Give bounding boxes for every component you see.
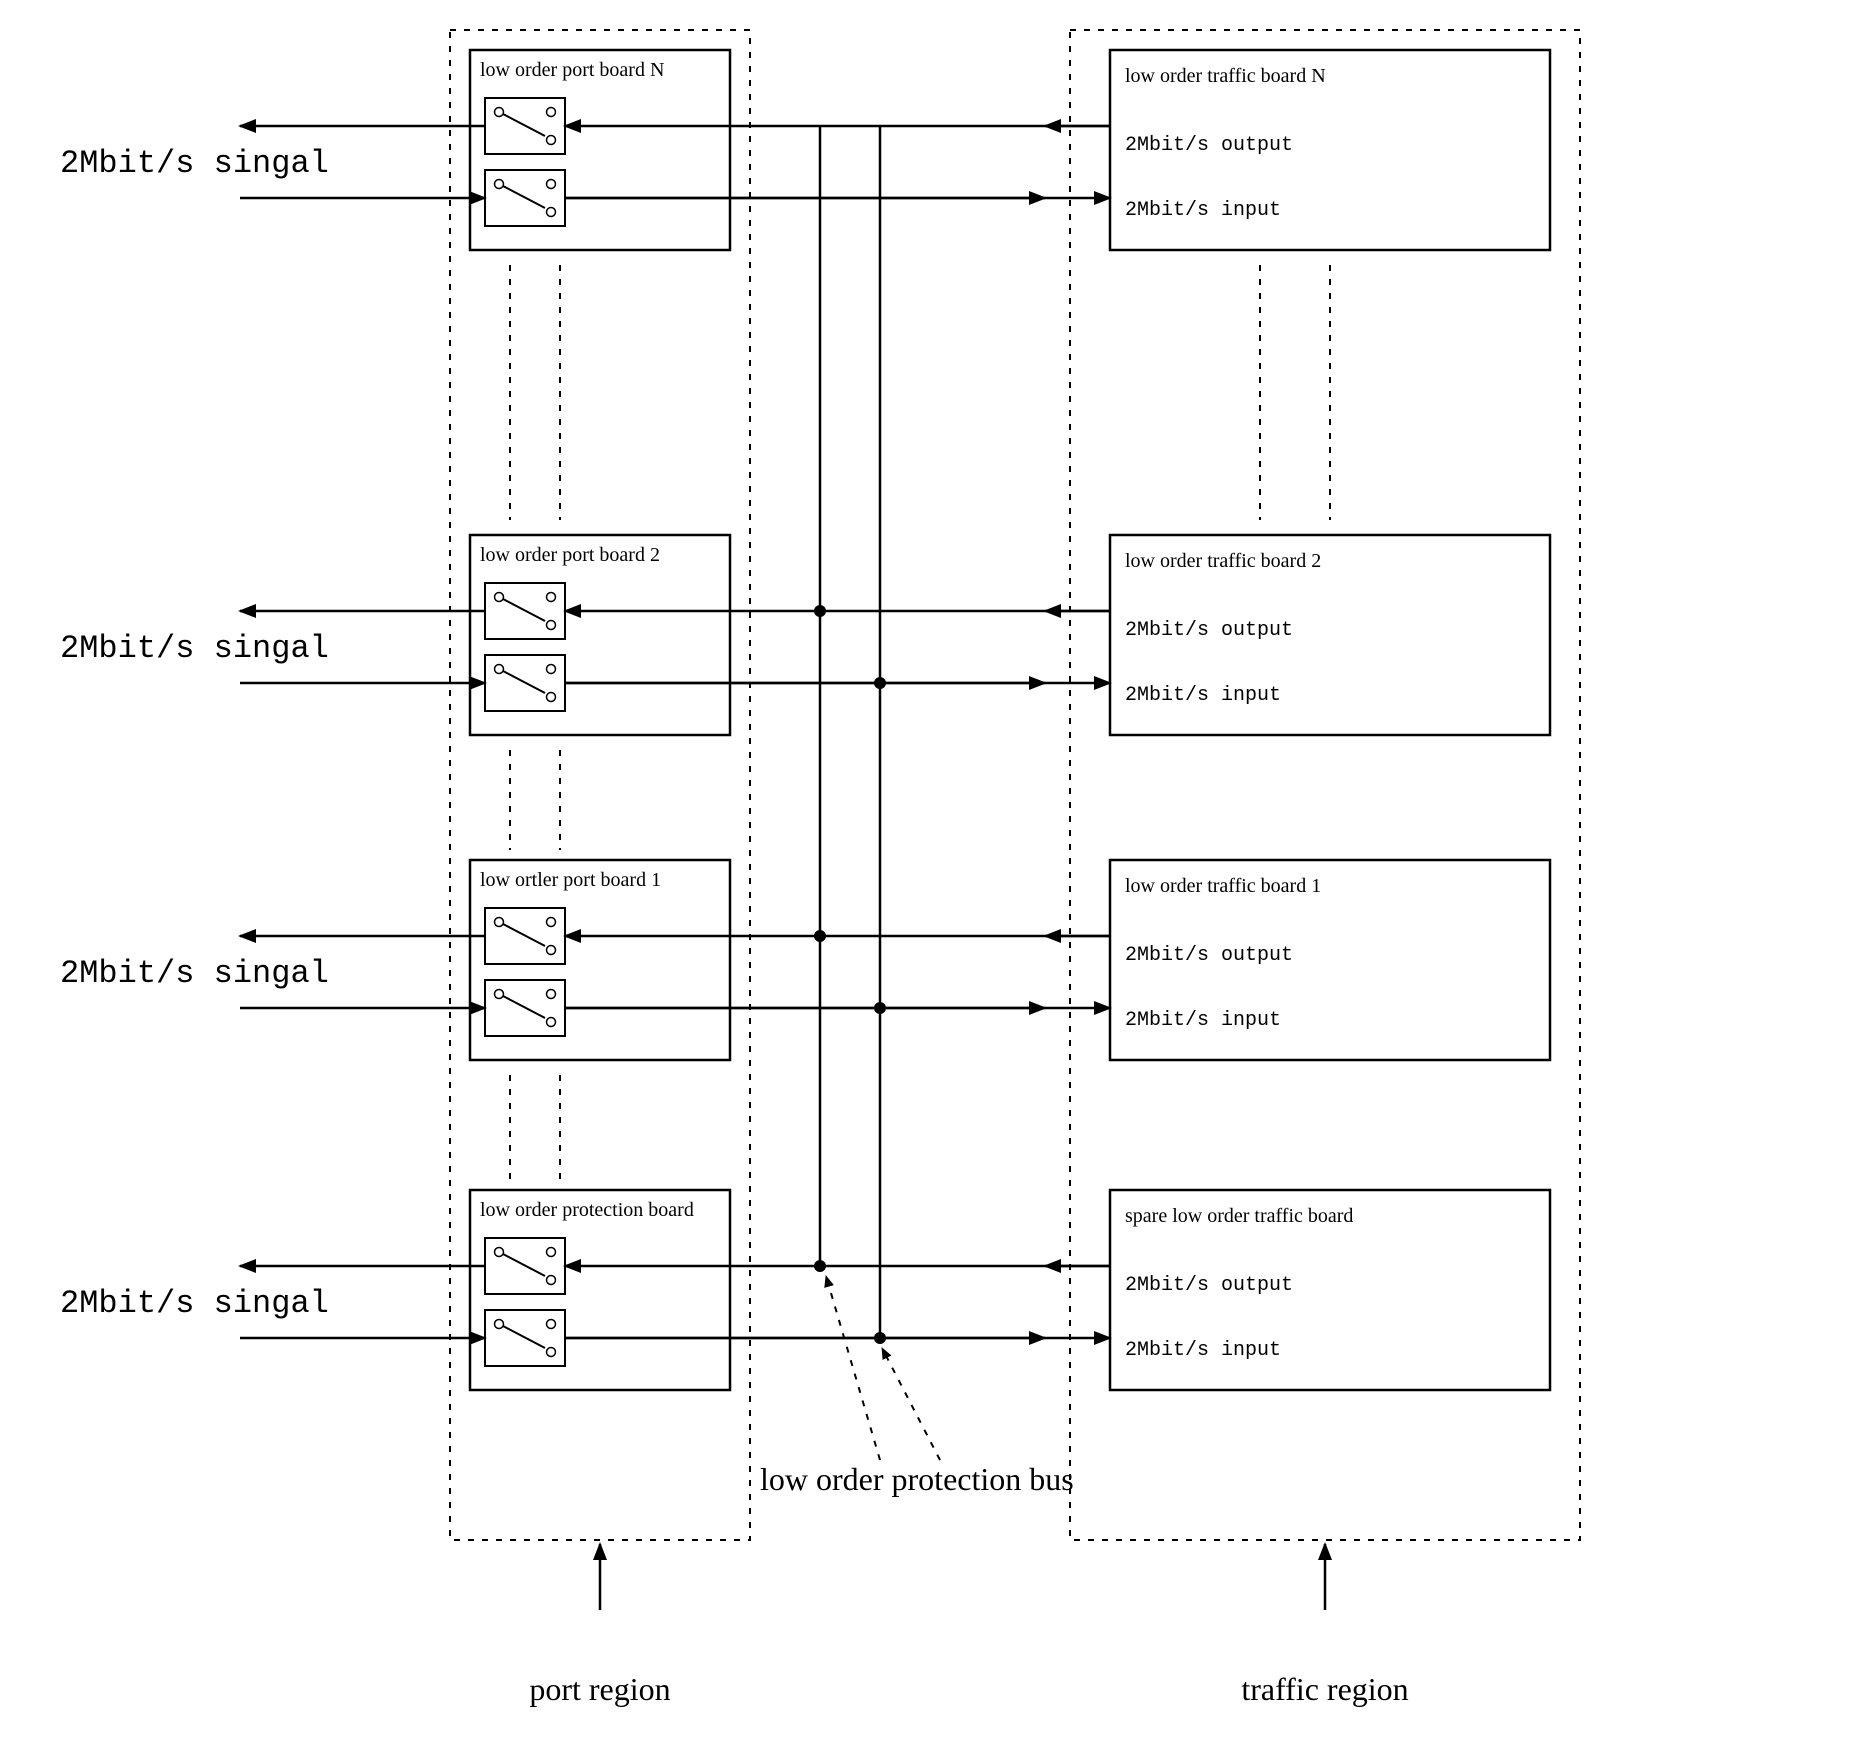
traffic-board-in-1: 2Mbit/s input xyxy=(1125,684,1281,707)
traffic-board-out-3: 2Mbit/s output xyxy=(1125,1274,1293,1297)
traffic-board-out-0: 2Mbit/s output xyxy=(1125,134,1293,157)
traffic-board-out-1: 2Mbit/s output xyxy=(1125,619,1293,642)
port-board-title-0: low order port board N xyxy=(480,59,664,81)
signal-label-1: 2Mbit/s singal xyxy=(60,630,329,667)
bus-end xyxy=(814,1260,826,1272)
signal-label-3: 2Mbit/s singal xyxy=(60,1285,329,1322)
port-region-label: port region xyxy=(529,1671,670,1707)
traffic-board-title-2: low order traffic board 1 xyxy=(1125,875,1321,897)
port-board-title-3: low order protection board xyxy=(480,1199,694,1221)
traffic-board-title-0: low order traffic board N xyxy=(1125,65,1326,87)
bus-node xyxy=(814,605,826,617)
bus-node xyxy=(814,930,826,942)
port-board-title-2: low ortler port board 1 xyxy=(480,869,661,891)
traffic-board-in-3: 2Mbit/s input xyxy=(1125,1339,1281,1362)
bus-end xyxy=(874,1332,886,1344)
traffic-board-title-1: low order traffic board 2 xyxy=(1125,550,1321,572)
traffic-board-in-2: 2Mbit/s input xyxy=(1125,1009,1281,1032)
traffic-board-out-2: 2Mbit/s output xyxy=(1125,944,1293,967)
bus-pointer xyxy=(826,1276,880,1460)
bus-pointer xyxy=(882,1348,940,1460)
bus-node xyxy=(874,677,886,689)
traffic-board-in-0: 2Mbit/s input xyxy=(1125,199,1281,222)
port-board-title-1: low order port board 2 xyxy=(480,544,660,566)
protection-bus-label: low order protection bus xyxy=(760,1461,1074,1497)
diagram-canvas: low order port board N 2Mbit/s singal low … xyxy=(0,0,1866,1750)
traffic-board-title-3: spare low order traffic board xyxy=(1125,1205,1353,1227)
bus-node xyxy=(874,1002,886,1014)
traffic-region-label: traffic region xyxy=(1241,1671,1408,1707)
signal-label-0: 2Mbit/s singal xyxy=(60,145,329,182)
signal-label-2: 2Mbit/s singal xyxy=(60,955,329,992)
